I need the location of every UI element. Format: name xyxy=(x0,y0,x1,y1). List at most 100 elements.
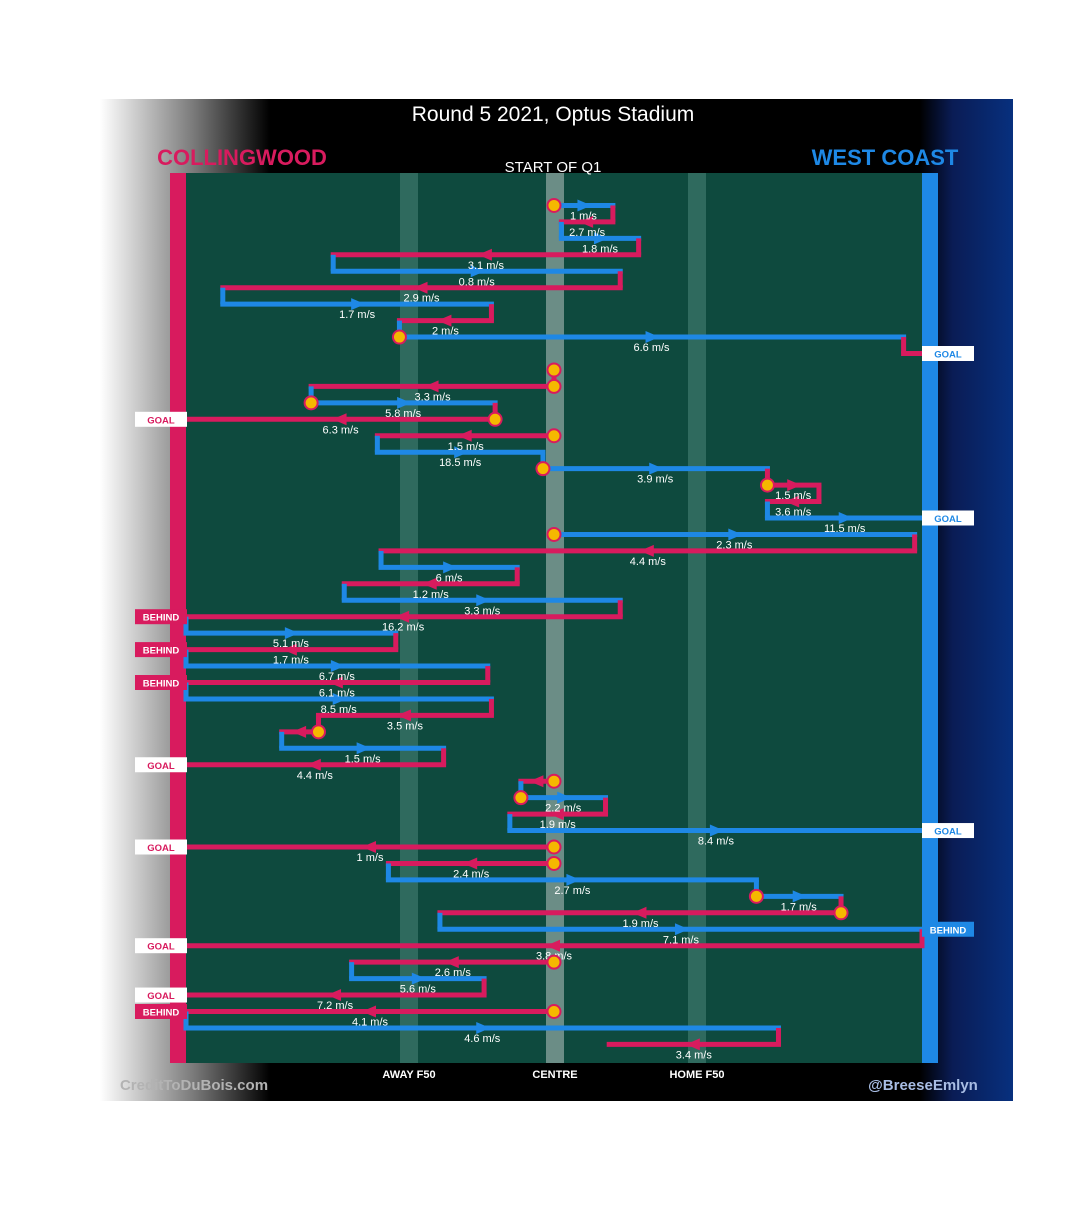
speed-label: 3.3 m/s xyxy=(415,391,452,403)
outcome-label: BEHIND xyxy=(143,679,180,690)
stoppage-marker xyxy=(546,526,562,542)
direction-arrow xyxy=(594,232,608,245)
outcome-badge-behind xyxy=(135,675,187,690)
direction-arrow xyxy=(282,643,297,656)
speed-label: 2.7 m/s xyxy=(554,885,591,897)
team-right-label: WEST COAST xyxy=(812,145,959,170)
outcome-badge-goal xyxy=(135,839,187,855)
direction-arrow xyxy=(327,989,342,1002)
speed-label: 4.6 m/s xyxy=(464,1033,501,1045)
direction-arrow xyxy=(356,742,371,755)
direction-arrow xyxy=(292,725,307,738)
direction-arrow xyxy=(470,265,485,278)
stoppage-marker xyxy=(546,428,562,444)
stoppage-marker xyxy=(759,477,775,493)
speed-label: 2.2 m/s xyxy=(545,803,582,815)
speed-label: 2.6 m/s xyxy=(435,967,472,979)
outcome-badge-goal xyxy=(922,823,974,839)
speed-label: 1.7 m/s xyxy=(339,309,376,321)
chart-frame: Round 5 2021, Optus Stadium COLLINGWOOD … xyxy=(100,99,1013,1101)
speed-label: 5.6 m/s xyxy=(400,984,437,996)
outcome-label: GOAL xyxy=(934,827,962,838)
direction-arrow xyxy=(557,791,572,804)
direction-arrow xyxy=(306,758,321,771)
chart-title: Round 5 2021, Optus Stadium xyxy=(412,103,695,126)
speed-label: 1.9 m/s xyxy=(622,918,659,930)
speed-label: 3.1 m/s xyxy=(468,260,505,272)
direction-arrow xyxy=(395,610,410,623)
direction-arrow xyxy=(330,660,345,673)
direction-arrow xyxy=(549,808,564,821)
speed-label: 4.4 m/s xyxy=(297,770,334,782)
quarter-label: START OF Q1 xyxy=(505,159,602,176)
direction-arrow xyxy=(529,775,544,788)
speed-label: 2.3 m/s xyxy=(716,539,753,551)
outcome-label: GOAL xyxy=(147,942,175,953)
speed-label: 2.4 m/s xyxy=(453,868,490,880)
speed-label: 3.6 m/s xyxy=(775,507,812,519)
chain-layer: 1 m/s 2.7 m/s 1.8 m/s 3.1 m/s 0.8 m/s 2.9 m/s… xyxy=(135,197,974,1061)
direction-arrow xyxy=(728,528,743,541)
speed-label: 1.5 m/s xyxy=(345,753,382,765)
outcome-badge-goal xyxy=(135,757,187,773)
outcome-label: GOAL xyxy=(147,761,175,772)
direction-arrow xyxy=(411,972,426,985)
speed-label: 8.5 m/s xyxy=(321,704,358,716)
stoppage-marker xyxy=(487,411,503,427)
direction-arrow xyxy=(463,857,478,870)
speed-label: 2.7 m/s xyxy=(569,227,606,239)
direction-arrow xyxy=(397,396,412,409)
direction-arrow xyxy=(566,873,581,886)
stoppage-marker xyxy=(391,329,407,345)
home-f50-band xyxy=(688,173,706,1063)
outcome-badge-behind xyxy=(135,642,187,658)
stoppage-marker xyxy=(310,724,326,740)
speed-label: 2.9 m/s xyxy=(403,293,440,305)
speed-label: 3.5 m/s xyxy=(387,720,424,732)
speed-label: 4.1 m/s xyxy=(352,1017,389,1029)
direction-arrow xyxy=(477,248,492,261)
speed-label: 6.7 m/s xyxy=(319,671,356,683)
stoppage-marker xyxy=(546,362,562,378)
team-left-label: COLLINGWOOD xyxy=(157,145,327,170)
speed-label: 5.8 m/s xyxy=(385,408,422,420)
direction-arrow xyxy=(785,495,800,508)
direction-arrow xyxy=(351,298,366,311)
outcome-badge-behind xyxy=(135,1004,187,1019)
credit-left: CreditToDuBois.com xyxy=(120,1077,268,1094)
outcome-label: BEHIND xyxy=(930,925,967,936)
speed-label: 1.9 m/s xyxy=(540,819,577,831)
direction-arrow xyxy=(443,561,458,574)
direction-arrow xyxy=(284,627,299,640)
tick-label-home-f50: HOME F50 xyxy=(669,1069,724,1081)
direction-arrow xyxy=(674,923,689,936)
speed-label: 1.5 m/s xyxy=(448,441,485,453)
direction-arrow xyxy=(332,692,347,705)
outcome-label: GOAL xyxy=(147,415,175,426)
direction-arrow xyxy=(787,479,802,492)
direction-arrow xyxy=(362,841,376,853)
direction-arrow xyxy=(454,446,469,459)
outcome-label: BEHIND xyxy=(143,1008,180,1019)
speed-label: 5.1 m/s xyxy=(273,638,310,650)
speed-label: 1 m/s xyxy=(570,210,597,222)
direction-arrow xyxy=(792,890,807,903)
stoppage-marker xyxy=(546,839,562,855)
direction-arrow xyxy=(838,512,853,524)
outcome-badge-goal xyxy=(135,938,187,954)
direction-arrow xyxy=(457,429,472,442)
outcome-label: GOAL xyxy=(147,843,175,854)
direction-arrow xyxy=(332,413,347,426)
speed-label: 16.2 m/s xyxy=(382,622,425,634)
direction-arrow xyxy=(476,594,491,607)
tick-label-away-f50: AWAY F50 xyxy=(382,1069,435,1081)
stoppage-marker xyxy=(546,378,562,394)
stoppage-marker xyxy=(546,855,562,871)
speed-label: 6 m/s xyxy=(436,572,463,584)
direction-arrow xyxy=(685,1038,700,1051)
stoppage-marker xyxy=(546,197,562,213)
direction-arrow xyxy=(546,939,560,952)
stoppage-marker xyxy=(303,395,319,411)
speed-label: 2 m/s xyxy=(432,326,459,338)
stoppage-marker xyxy=(535,461,551,477)
